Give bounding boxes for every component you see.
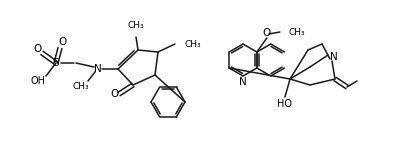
Text: N: N [94,64,102,74]
Text: CH₃: CH₃ [184,40,201,49]
Text: OH: OH [31,76,45,86]
Text: N: N [239,77,247,87]
Text: O: O [33,44,41,54]
Text: CH₃: CH₃ [73,81,89,91]
Text: O: O [263,28,271,38]
Text: S: S [52,58,59,68]
Text: O: O [110,89,118,99]
Text: HO: HO [278,99,292,109]
Text: CH₃: CH₃ [289,27,305,36]
Text: O: O [58,37,66,47]
Text: CH₃: CH₃ [128,21,144,30]
Text: N: N [330,52,338,62]
